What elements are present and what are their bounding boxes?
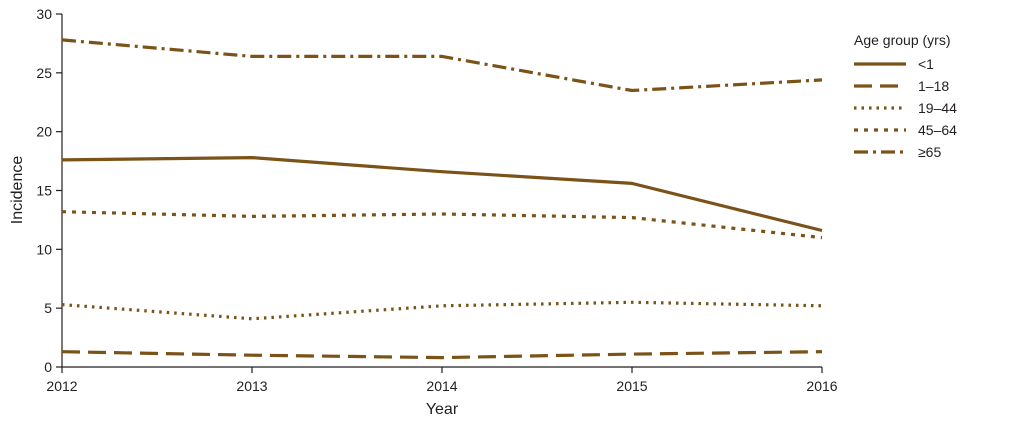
legend-items: <1 1–18 19–44 45–64 ≥65 <box>854 56 957 160</box>
x-tick-label: 2015 <box>616 378 647 394</box>
series-line-5 <box>61 38 823 93</box>
y-axis-title: Incidence <box>9 156 26 225</box>
plot-area: 0 5 10 15 20 25 30 2012 2013 2014 2015 2016 <box>36 6 837 394</box>
y-tick-label: 15 <box>36 183 52 199</box>
x-tick-label: 2012 <box>46 378 77 394</box>
x-tick-label: 2016 <box>806 378 837 394</box>
x-tick-label: 2013 <box>236 378 267 394</box>
y-tick-label: 5 <box>44 300 52 316</box>
y-tick-label: 0 <box>44 359 52 375</box>
series-line-1 <box>61 156 823 233</box>
legend-title: Age group (yrs) <box>854 32 950 48</box>
series-line-3 <box>61 300 823 321</box>
x-axis-title: Year <box>426 401 459 418</box>
x-ticks: 2012 2013 2014 2015 2016 <box>46 367 838 394</box>
y-tick-label: 10 <box>36 241 52 257</box>
series-line-2 <box>61 350 823 360</box>
y-tick-label: 30 <box>36 6 52 22</box>
y-tick-label: 20 <box>36 124 52 140</box>
series-lines <box>61 38 823 360</box>
x-tick-label: 2014 <box>426 378 457 394</box>
legend-label: 19–44 <box>918 100 957 116</box>
legend: Age group (yrs) <1 1–18 19–44 45–64 ≥65 <box>854 32 957 160</box>
legend-label: 1–18 <box>918 78 949 94</box>
y-tick-label: 25 <box>36 65 52 81</box>
y-ticks: 0 5 10 15 20 25 30 <box>36 6 62 375</box>
legend-label: 45–64 <box>918 122 957 138</box>
legend-label: ≥65 <box>918 144 941 160</box>
legend-label: <1 <box>918 56 934 72</box>
series-line-4 <box>61 210 823 240</box>
